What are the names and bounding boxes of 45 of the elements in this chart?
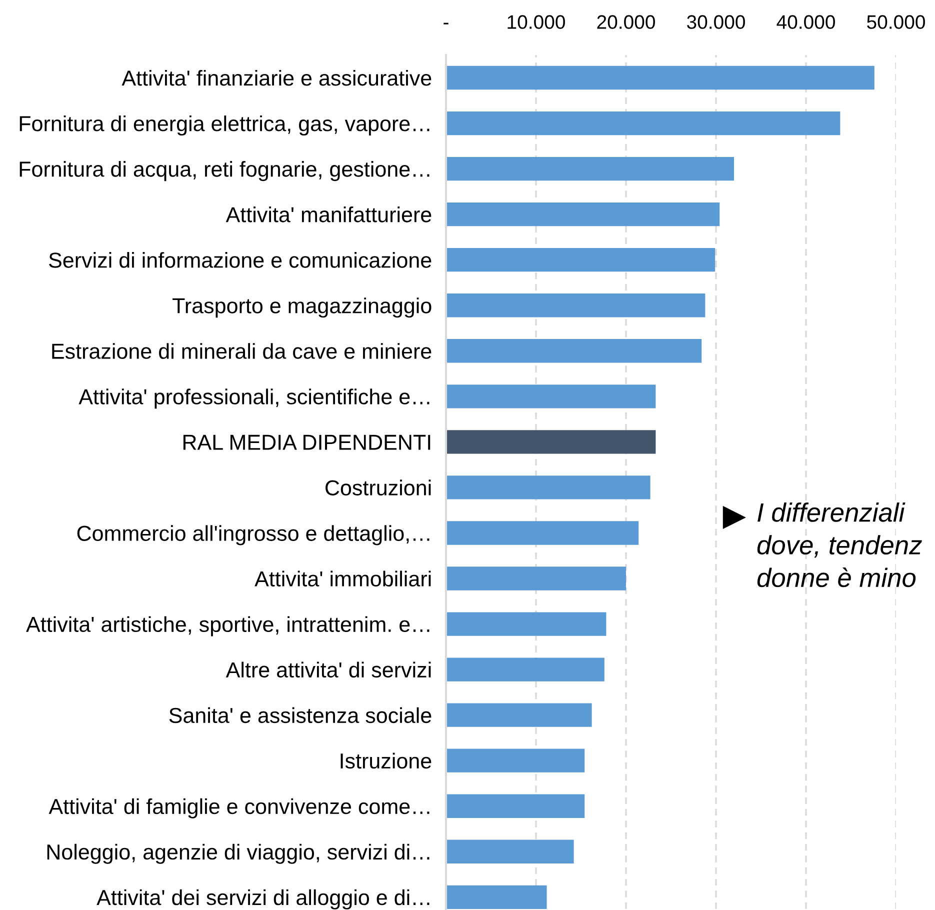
- x-tick-label: 10.000: [508, 15, 565, 29]
- y-tick-label: Altre attivita' di servizi: [226, 662, 431, 678]
- annotation: I differenziali dove, tendenz donne è mino: [757, 502, 922, 588]
- bar: [446, 156, 734, 181]
- bar: [446, 612, 606, 636]
- bar: [446, 885, 547, 909]
- bar: [446, 384, 656, 408]
- bar: [446, 111, 840, 136]
- y-tick-label: Attivita' artistiche, sportive, intrattenim. e…: [26, 616, 430, 636]
- bar: [446, 566, 626, 590]
- x-tick-label: 30.000: [687, 15, 745, 29]
- y-tick-label: Attivita' manifatturiere: [226, 206, 432, 222]
- y-tick-label: Estrazione di minerali da cave e miniere: [52, 343, 432, 359]
- y-tick-label: Commercio all'ingrosso e dettaglio,…: [77, 525, 430, 546]
- bar: [446, 430, 656, 454]
- bar: [446, 794, 585, 818]
- bar: [446, 66, 874, 90]
- x-tick-label: 50.000: [867, 15, 925, 29]
- y-tick-label: Trasporto e magazzinaggio: [172, 298, 432, 318]
- y-tick-label: Sanita' e assistenza sociale: [169, 707, 432, 724]
- y-tick-label: RAL MEDIA DIPENDENTI: [183, 434, 430, 450]
- bar: [446, 748, 585, 772]
- bar: [446, 248, 716, 272]
- bar: [446, 840, 574, 864]
- y-tick-label: Attivita' finanziarie e assicurative: [122, 70, 432, 86]
- y-tick-label: Fornitura di acqua, reti fognarie, gestione…: [20, 161, 430, 182]
- bar: [446, 476, 650, 500]
- bar: [446, 202, 720, 226]
- y-tick-label: Attivita' professionali, scientifiche e…: [78, 388, 430, 409]
- y-tick-label: Attivita' dei servizi di alloggio e di…: [96, 889, 430, 910]
- y-tick-label: Noleggio, agenzie di viaggio, servizi di…: [47, 844, 430, 864]
- y-tick-label: Attivita' di famiglie e convivenze come…: [48, 798, 430, 818]
- y-tick-label: Istruzione: [340, 752, 432, 769]
- y-tick-label: Fornitura di energia elettrica, gas, vapore…: [20, 115, 430, 136]
- x-tick-label: 20.000: [597, 15, 655, 29]
- x-tick-label: -: [444, 22, 448, 24]
- y-tick-label: Costruzioni: [326, 480, 431, 496]
- y-tick-label: Servizi di informazione e comunicazione: [49, 252, 432, 268]
- bar: [446, 339, 702, 363]
- y-tick-label: Attivita' immobiliari: [254, 570, 431, 587]
- bar: [446, 703, 592, 727]
- bar: [446, 658, 604, 682]
- bar: [446, 294, 706, 318]
- x-tick-label: 40.000: [776, 15, 835, 29]
- bar: [446, 521, 639, 545]
